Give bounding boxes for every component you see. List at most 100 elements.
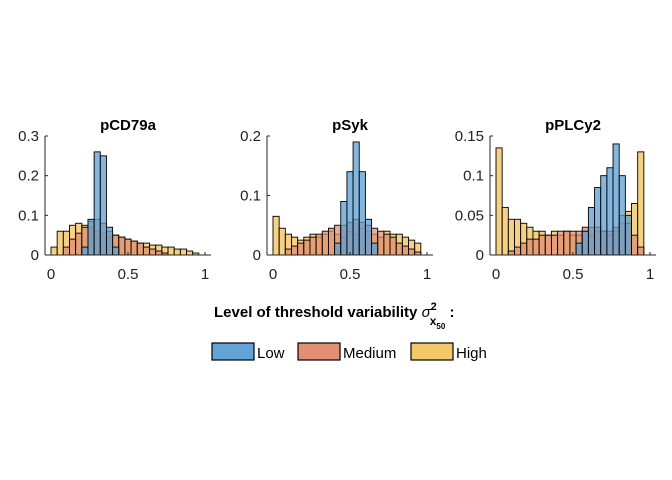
legend-label: Medium xyxy=(343,345,396,362)
series-low xyxy=(575,143,632,256)
bar-low-20 xyxy=(618,175,626,256)
bar-medium-23 xyxy=(637,246,645,256)
panel-title: pSyk xyxy=(332,117,369,134)
bars xyxy=(50,151,200,256)
bar-low-11 xyxy=(340,200,348,256)
bar-high-0 xyxy=(272,215,280,256)
bar-medium-22 xyxy=(408,248,416,256)
bar-medium-4 xyxy=(75,232,83,256)
y-tick-label: 0 xyxy=(253,247,261,264)
x-tick-label: 1 xyxy=(201,266,209,283)
bar-medium-3 xyxy=(291,245,299,256)
y-tick-label: 0.1 xyxy=(18,207,39,224)
panel-pcd79a: 0 0.5 1 0 0.1 0.2 0.3 pCD79a xyxy=(18,117,211,283)
bar-medium-8 xyxy=(544,234,552,256)
bar-medium-2 xyxy=(507,250,515,256)
bar-low-14 xyxy=(358,171,366,256)
legend-item-high: High xyxy=(410,342,487,362)
bar-medium-14 xyxy=(136,242,144,256)
bar-medium-9 xyxy=(550,234,559,256)
bar-medium-12 xyxy=(569,230,577,256)
bar-low-12 xyxy=(346,171,354,256)
bar-medium-3 xyxy=(514,246,522,256)
y-tick-label: 0.05 xyxy=(455,207,484,224)
bar-high-21 xyxy=(179,248,187,256)
y-tick-label: 0.2 xyxy=(240,128,261,145)
bar-high-0 xyxy=(495,147,503,256)
panel-pplcy2: 0 0.5 1 0 0.05 0.1 0.15 pPLCy2 xyxy=(455,117,656,283)
bar-medium-5 xyxy=(303,239,311,256)
x-tick-label: 1 xyxy=(646,266,654,283)
sigma-symbol: σ xyxy=(422,304,432,321)
superscript-2: 2 xyxy=(431,301,437,313)
bar-low-14 xyxy=(581,230,589,256)
bar-low-21 xyxy=(624,214,632,256)
bar-low-8 xyxy=(99,155,107,256)
bar-low-15 xyxy=(587,206,596,256)
bar-low-7 xyxy=(93,151,101,256)
subscript-50: 50 xyxy=(436,322,445,331)
legend-swatch-high xyxy=(410,342,454,361)
y-tick-label: 0.1 xyxy=(240,188,261,205)
bar-low-13 xyxy=(352,141,360,256)
legend-title: Level of threshold variability σ2 x50 : xyxy=(214,301,455,331)
bar-low-16 xyxy=(594,187,602,256)
bars xyxy=(495,143,645,256)
bar-high-1 xyxy=(278,227,286,256)
panel-title: pPLCy2 xyxy=(545,117,601,134)
bar-medium-15 xyxy=(142,246,151,256)
bar-medium-2 xyxy=(284,248,292,256)
bar-low-10 xyxy=(334,242,342,256)
legend-swatch-medium xyxy=(297,342,341,361)
bar-low-15 xyxy=(364,218,373,256)
y-tick-label: 0.3 xyxy=(18,128,39,145)
bar-high-20 xyxy=(173,248,181,256)
x-tick-label: 1 xyxy=(423,266,431,283)
bar-low-10 xyxy=(112,246,120,256)
bar-high-19 xyxy=(167,246,175,256)
legend-item-low: Low xyxy=(211,342,285,362)
bar-medium-4 xyxy=(520,242,528,256)
bar-high-0 xyxy=(50,246,58,256)
bar-low-5 xyxy=(81,246,89,256)
bar-low-9 xyxy=(105,226,114,256)
bar-medium-11 xyxy=(118,236,126,256)
bar-medium-8 xyxy=(321,230,329,256)
bar-medium-7 xyxy=(538,234,546,256)
bar-medium-20 xyxy=(395,242,403,256)
bar-low-17 xyxy=(600,175,608,256)
legend: Level of threshold variability σ2 x50 : L… xyxy=(211,301,487,362)
legend-swatch-low xyxy=(211,342,255,361)
bar-medium-11 xyxy=(563,230,571,256)
bar-high-1 xyxy=(56,230,64,256)
bar-high-23 xyxy=(637,151,645,256)
y-tick-label: 0.2 xyxy=(18,168,39,185)
bar-high-2 xyxy=(507,218,515,256)
panel-title: pCD79a xyxy=(100,117,157,134)
subscript-x: x xyxy=(430,314,437,328)
bar-medium-17 xyxy=(377,230,385,256)
x-tick-label: 0 xyxy=(269,266,277,283)
bar-low-16 xyxy=(371,242,379,256)
bar-medium-4 xyxy=(297,242,305,256)
bar-low-13 xyxy=(575,242,583,256)
bar-high-22 xyxy=(186,250,194,256)
y-tick-label: 0.15 xyxy=(455,128,484,145)
bar-medium-18 xyxy=(383,233,391,256)
panel-psyk: 0 0.5 1 0 0.1 0.2 pSyk xyxy=(240,117,433,283)
bar-medium-9 xyxy=(327,227,336,256)
bar-high-1 xyxy=(501,206,509,256)
x-tick-label: 0.5 xyxy=(563,266,584,283)
bar-medium-10 xyxy=(557,230,565,256)
bar-medium-6 xyxy=(309,236,317,256)
bar-medium-21 xyxy=(401,245,409,256)
bar-medium-13 xyxy=(130,240,138,256)
bar-medium-3 xyxy=(69,238,77,256)
y-tick-label: 0 xyxy=(31,247,39,264)
legend-item-medium: Medium xyxy=(297,342,396,362)
series-low xyxy=(334,141,379,256)
bar-medium-16 xyxy=(149,248,157,256)
legend-label: Low xyxy=(257,345,285,362)
y-tick-label: 0 xyxy=(476,247,484,264)
